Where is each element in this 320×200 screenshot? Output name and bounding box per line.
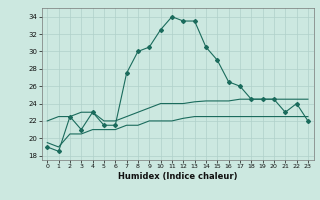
X-axis label: Humidex (Indice chaleur): Humidex (Indice chaleur) [118, 172, 237, 181]
